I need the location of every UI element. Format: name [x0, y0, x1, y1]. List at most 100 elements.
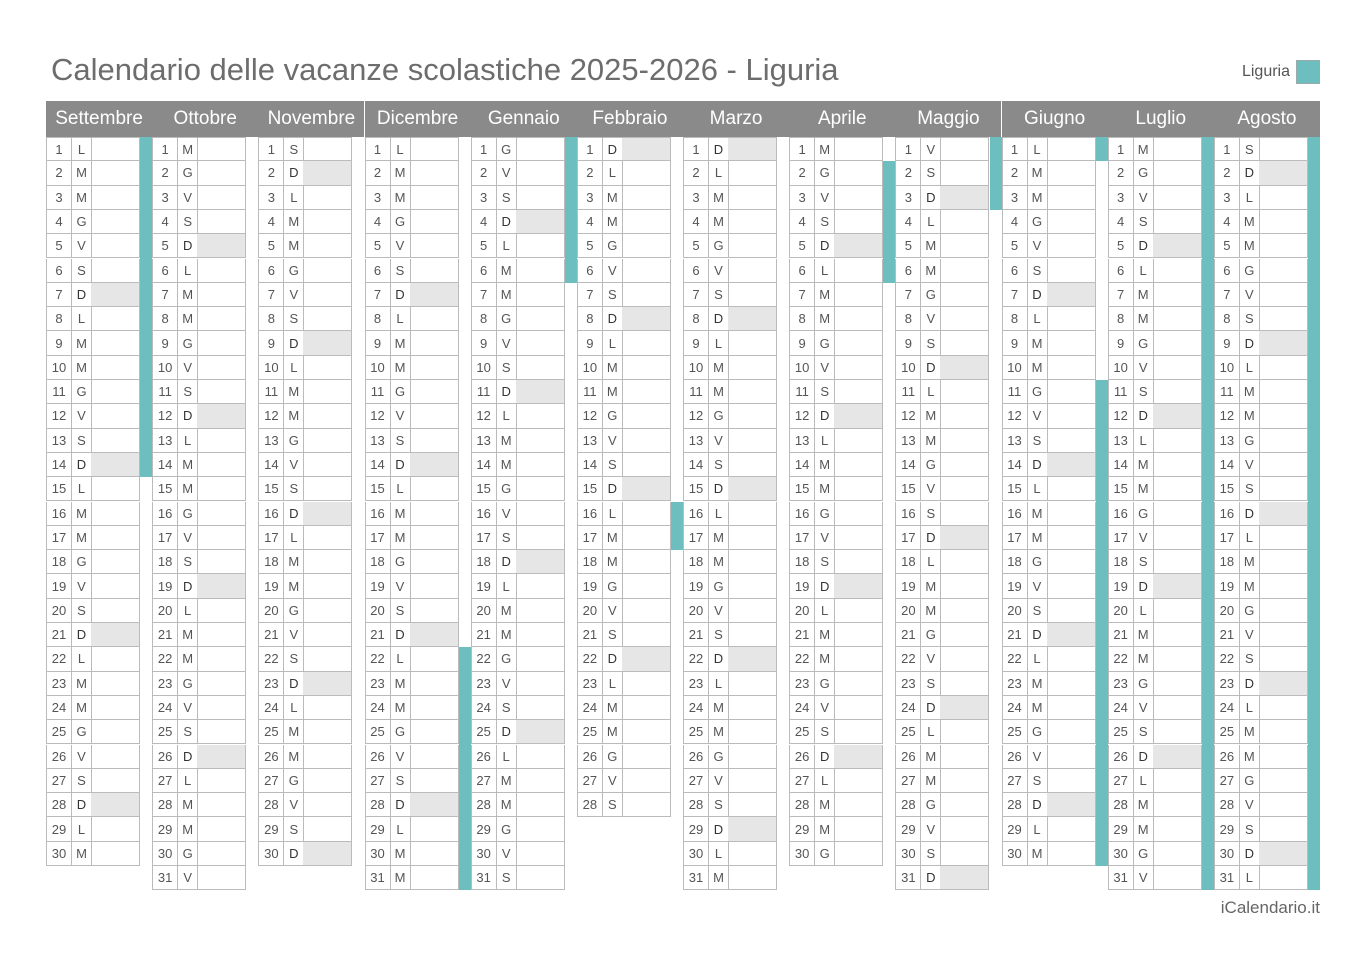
day-number: 2 [790, 161, 816, 185]
day-fill [516, 696, 564, 719]
day-fill [91, 720, 139, 743]
weekday-letter: V [1028, 404, 1048, 428]
weekday-letter: G [391, 550, 411, 574]
day-fill [91, 574, 139, 597]
day-cell: 15 S [1213, 477, 1308, 502]
day-fill [728, 526, 776, 549]
weekday-letter: G [72, 550, 92, 574]
day-fill [1047, 745, 1095, 768]
weekday-letter: L [1134, 258, 1154, 282]
day-cell: 21 M [470, 623, 565, 648]
year-calendar: Settembre 1 L 2 M 3 M 4 G 5 V 6 S 7 D 8 L 9 M 10 M 11 G 12 V 13 S 1… [46, 101, 1320, 892]
day-number: 18 [472, 550, 497, 574]
day-cell: 18 G [1001, 550, 1096, 575]
day-number: 15 [790, 477, 816, 501]
day-cell: 16 L [683, 501, 778, 526]
day-number: 25 [1215, 720, 1240, 744]
day-cell: 13 S [364, 428, 459, 453]
day-number: 21 [153, 623, 179, 647]
day-fill [834, 550, 882, 573]
day-number: 22 [259, 647, 285, 671]
weekday-letter: L [391, 477, 411, 501]
day-fill [621, 477, 670, 501]
day-cell: 20 S [46, 598, 141, 623]
weekday-letter: D [178, 744, 199, 768]
day-number: 4 [578, 209, 603, 234]
day-fill [1259, 259, 1307, 282]
day-cell: 11 S [152, 380, 247, 405]
day-number: 13 [578, 428, 603, 452]
weekday-letter: D [709, 817, 729, 841]
weekday-letter: S [391, 258, 411, 282]
day-fill [728, 283, 776, 306]
day-fill [1259, 380, 1307, 403]
day-cell: 18 M [258, 550, 353, 575]
day-cell: 20 V [683, 598, 778, 623]
day-fill [1152, 574, 1201, 598]
day-fill [1259, 623, 1307, 646]
weekday-letter: M [1240, 404, 1260, 428]
day-cell: 12 V [364, 404, 459, 429]
month-header: Settembre [46, 101, 153, 137]
day-fill [1259, 234, 1307, 257]
day-fill [621, 307, 670, 331]
day-cell: 23 V [470, 671, 565, 696]
day-fill [91, 186, 139, 209]
day-cell: 25 M [1213, 720, 1308, 745]
day-fill [728, 769, 776, 792]
day-fill [1153, 138, 1201, 160]
weekday-letter: S [497, 695, 517, 720]
day-fill [197, 769, 245, 792]
day-fill [516, 672, 564, 695]
day-fill [728, 502, 776, 525]
day-fill [197, 720, 245, 743]
day-fill [621, 138, 670, 161]
weekday-letter: L [1240, 185, 1260, 209]
day-number: 18 [896, 550, 922, 574]
day-fill [91, 623, 140, 647]
weekday-letter: S [1028, 598, 1048, 622]
day-cell: 21 V [1213, 623, 1308, 648]
day-number: 18 [259, 550, 285, 574]
weekday-letter: M [1134, 623, 1154, 647]
footer-brand[interactable]: iCalendario.it [1220, 898, 1320, 917]
weekday-letter: V [284, 452, 305, 477]
day-fill [197, 307, 245, 330]
weekday-letter: M [709, 185, 729, 209]
day-fill [303, 696, 351, 719]
holiday-bar [883, 161, 896, 283]
weekday-letter: D [391, 452, 411, 477]
day-cell: 27 M [895, 768, 990, 794]
day-fill [622, 161, 670, 184]
day-number: 21 [578, 623, 603, 647]
day-number: 20 [790, 598, 816, 622]
weekday-letter: S [284, 477, 305, 501]
day-number: 23 [684, 671, 709, 695]
day-fill [197, 356, 245, 379]
day-cell: 14 S [683, 452, 778, 478]
day-number: 16 [1003, 501, 1028, 525]
day-number: 19 [366, 574, 391, 598]
holiday-bar [140, 137, 153, 478]
day-cell: 17 L [258, 525, 353, 551]
day-number: 16 [259, 501, 285, 525]
day-cell: 22 L [1001, 647, 1096, 672]
day-number: 17 [366, 525, 391, 550]
weekday-letter: G [178, 841, 199, 865]
day-fill [303, 404, 351, 427]
day-fill [728, 745, 776, 768]
day-fill [410, 356, 458, 379]
day-fill [516, 331, 564, 354]
day-number: 10 [472, 355, 497, 379]
day-cell: 27 S [46, 768, 141, 794]
